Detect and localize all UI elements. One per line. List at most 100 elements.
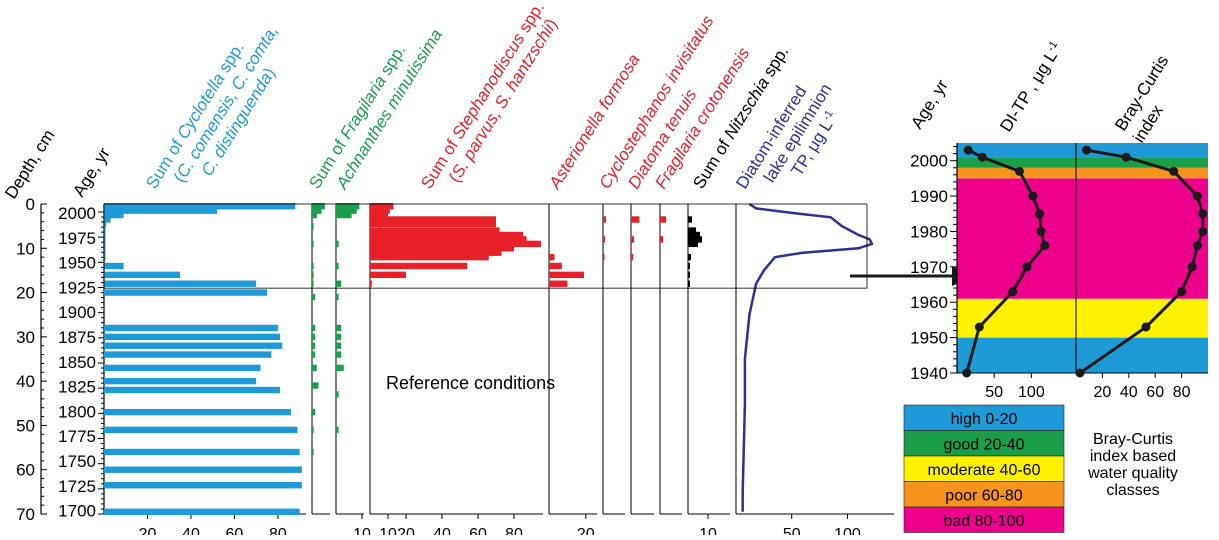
ditp-point	[1014, 166, 1024, 176]
bar-fragilaria	[312, 240, 314, 248]
quality-band	[957, 157, 1208, 168]
bar-stephanodiscus	[370, 236, 527, 243]
bar-achnanthes	[336, 293, 339, 301]
bar-cyclotella	[104, 377, 257, 385]
right-age-tick-label: 1980	[910, 222, 948, 241]
bray-x-tick-label: 20	[1094, 384, 1112, 401]
bar-cyclotella	[104, 253, 106, 261]
bar-nitzschia	[688, 231, 700, 239]
depth-tick-label: 50	[16, 416, 35, 435]
bray-point	[1121, 152, 1131, 162]
bar-stephanodiscus	[370, 216, 496, 223]
bar-fragilaria	[312, 426, 314, 434]
age-tick-label: 1850	[58, 353, 96, 372]
bar-cyclotella	[104, 227, 106, 234]
quality-band	[957, 167, 1208, 179]
bar-fragilaria	[312, 333, 316, 341]
bar-achnanthes	[336, 203, 360, 210]
bar-stephanodiscus	[370, 271, 406, 279]
panel-x-tick-label: 20	[397, 526, 415, 535]
age-tick-label: 1775	[58, 427, 96, 446]
bray-point	[1169, 166, 1179, 176]
ditp-point	[1040, 241, 1050, 251]
depth-axis-title: Depth, cm	[1, 126, 58, 202]
reference-conditions-label: Reference conditions	[386, 373, 555, 393]
bar-fragilaria	[312, 448, 314, 456]
age-tick-label: 1725	[58, 477, 96, 496]
right-age-tick-label: 1970	[910, 258, 948, 277]
bar-fragilaria	[312, 280, 314, 287]
bar-fragcroto	[660, 216, 666, 223]
bar-achnanthes	[336, 364, 344, 372]
bar-achnanthes	[336, 211, 352, 219]
panel-cyclotella: 20 40 60 80 Sum of Cyclotella spp.(C. comens…	[103, 22, 306, 540]
bar-nitzschia	[688, 227, 696, 234]
bar-achnanthes	[336, 342, 342, 349]
panel-label-asterionella: Asterionella formosa	[545, 51, 644, 193]
bar-fragcroto	[660, 236, 663, 243]
bar-fragilaria	[312, 203, 325, 210]
bar-nitzschia	[688, 280, 690, 287]
panel-label-cyclotella: Sum of Cyclotella spp.(C. comensis, C. c…	[142, 22, 282, 192]
depth-tick-label: 30	[16, 328, 35, 347]
panel-x-tick-label: 40	[433, 526, 451, 535]
panel-x-tick-label: 50	[783, 526, 801, 535]
bar-achnanthes	[336, 351, 342, 358]
legend-label: good 20-40	[944, 437, 1025, 454]
panel-x-tick-label: 60	[226, 526, 244, 535]
tp-profile-line	[741, 202, 874, 512]
depth-tick-label: 20	[16, 284, 35, 303]
bar-stephanodiscus	[370, 203, 394, 210]
bar-cyclotella	[104, 216, 111, 223]
age-tick-label: 1925	[58, 278, 96, 297]
bar-stephanodiscus	[370, 262, 468, 270]
depth-tick-label: 0	[26, 195, 35, 214]
panel-asterionella: 20 Asterionella formosa	[545, 51, 644, 540]
bar-nitzschia	[688, 216, 692, 223]
bar-cyclotella	[104, 236, 106, 243]
bray-point	[1082, 145, 1092, 155]
ditp-x-tick-label: 100	[1018, 384, 1045, 401]
bar-cyclotella	[104, 408, 291, 416]
bar-stephanodiscus	[370, 253, 489, 261]
bar-fragilaria	[312, 382, 319, 389]
age-axis-title: Age, yr	[69, 144, 114, 200]
panel-x-tick-label: 80	[269, 526, 287, 535]
bar-achnanthes	[336, 262, 339, 270]
bar-cyclostephanos	[603, 216, 606, 223]
age-tick-label: 1950	[58, 254, 96, 273]
bar-cyclotella	[104, 482, 302, 489]
panel-x-tick-label: 20	[139, 526, 157, 535]
bar-cyclotella	[104, 364, 261, 372]
bar-cyclotella	[104, 466, 302, 473]
ditp-point	[1022, 262, 1032, 272]
bar-asterionella	[549, 271, 584, 279]
bray-x-tick-label: 40	[1120, 384, 1138, 401]
legend-title-line: index based	[1090, 448, 1176, 465]
bar-fragilaria	[312, 207, 322, 214]
legend-title-line: water quality	[1087, 465, 1178, 482]
bar-achnanthes	[336, 426, 339, 434]
age-tick-label: 1700	[58, 502, 96, 521]
bray-point	[1192, 191, 1202, 201]
right-age-tick-label: 1990	[910, 187, 948, 206]
bar-cyclotella	[104, 426, 298, 434]
bar-fragilaria	[312, 351, 316, 358]
bar-achnanthes	[336, 240, 339, 248]
age-tick-label: 1975	[58, 229, 96, 248]
bar-fragilaria	[312, 211, 317, 219]
bar-cyclotella	[104, 280, 257, 287]
bar-nitzschia	[688, 262, 690, 270]
ditp-point	[963, 145, 973, 155]
bar-cyclotella	[104, 342, 283, 349]
legend-label: bad 80-100	[944, 513, 1025, 530]
right-age-title: Age, yr	[907, 76, 952, 132]
age-tick-label: 1825	[58, 378, 96, 397]
bray-point	[1075, 368, 1085, 378]
bar-fragilaria	[312, 408, 316, 416]
bar-asterionella	[549, 253, 555, 261]
